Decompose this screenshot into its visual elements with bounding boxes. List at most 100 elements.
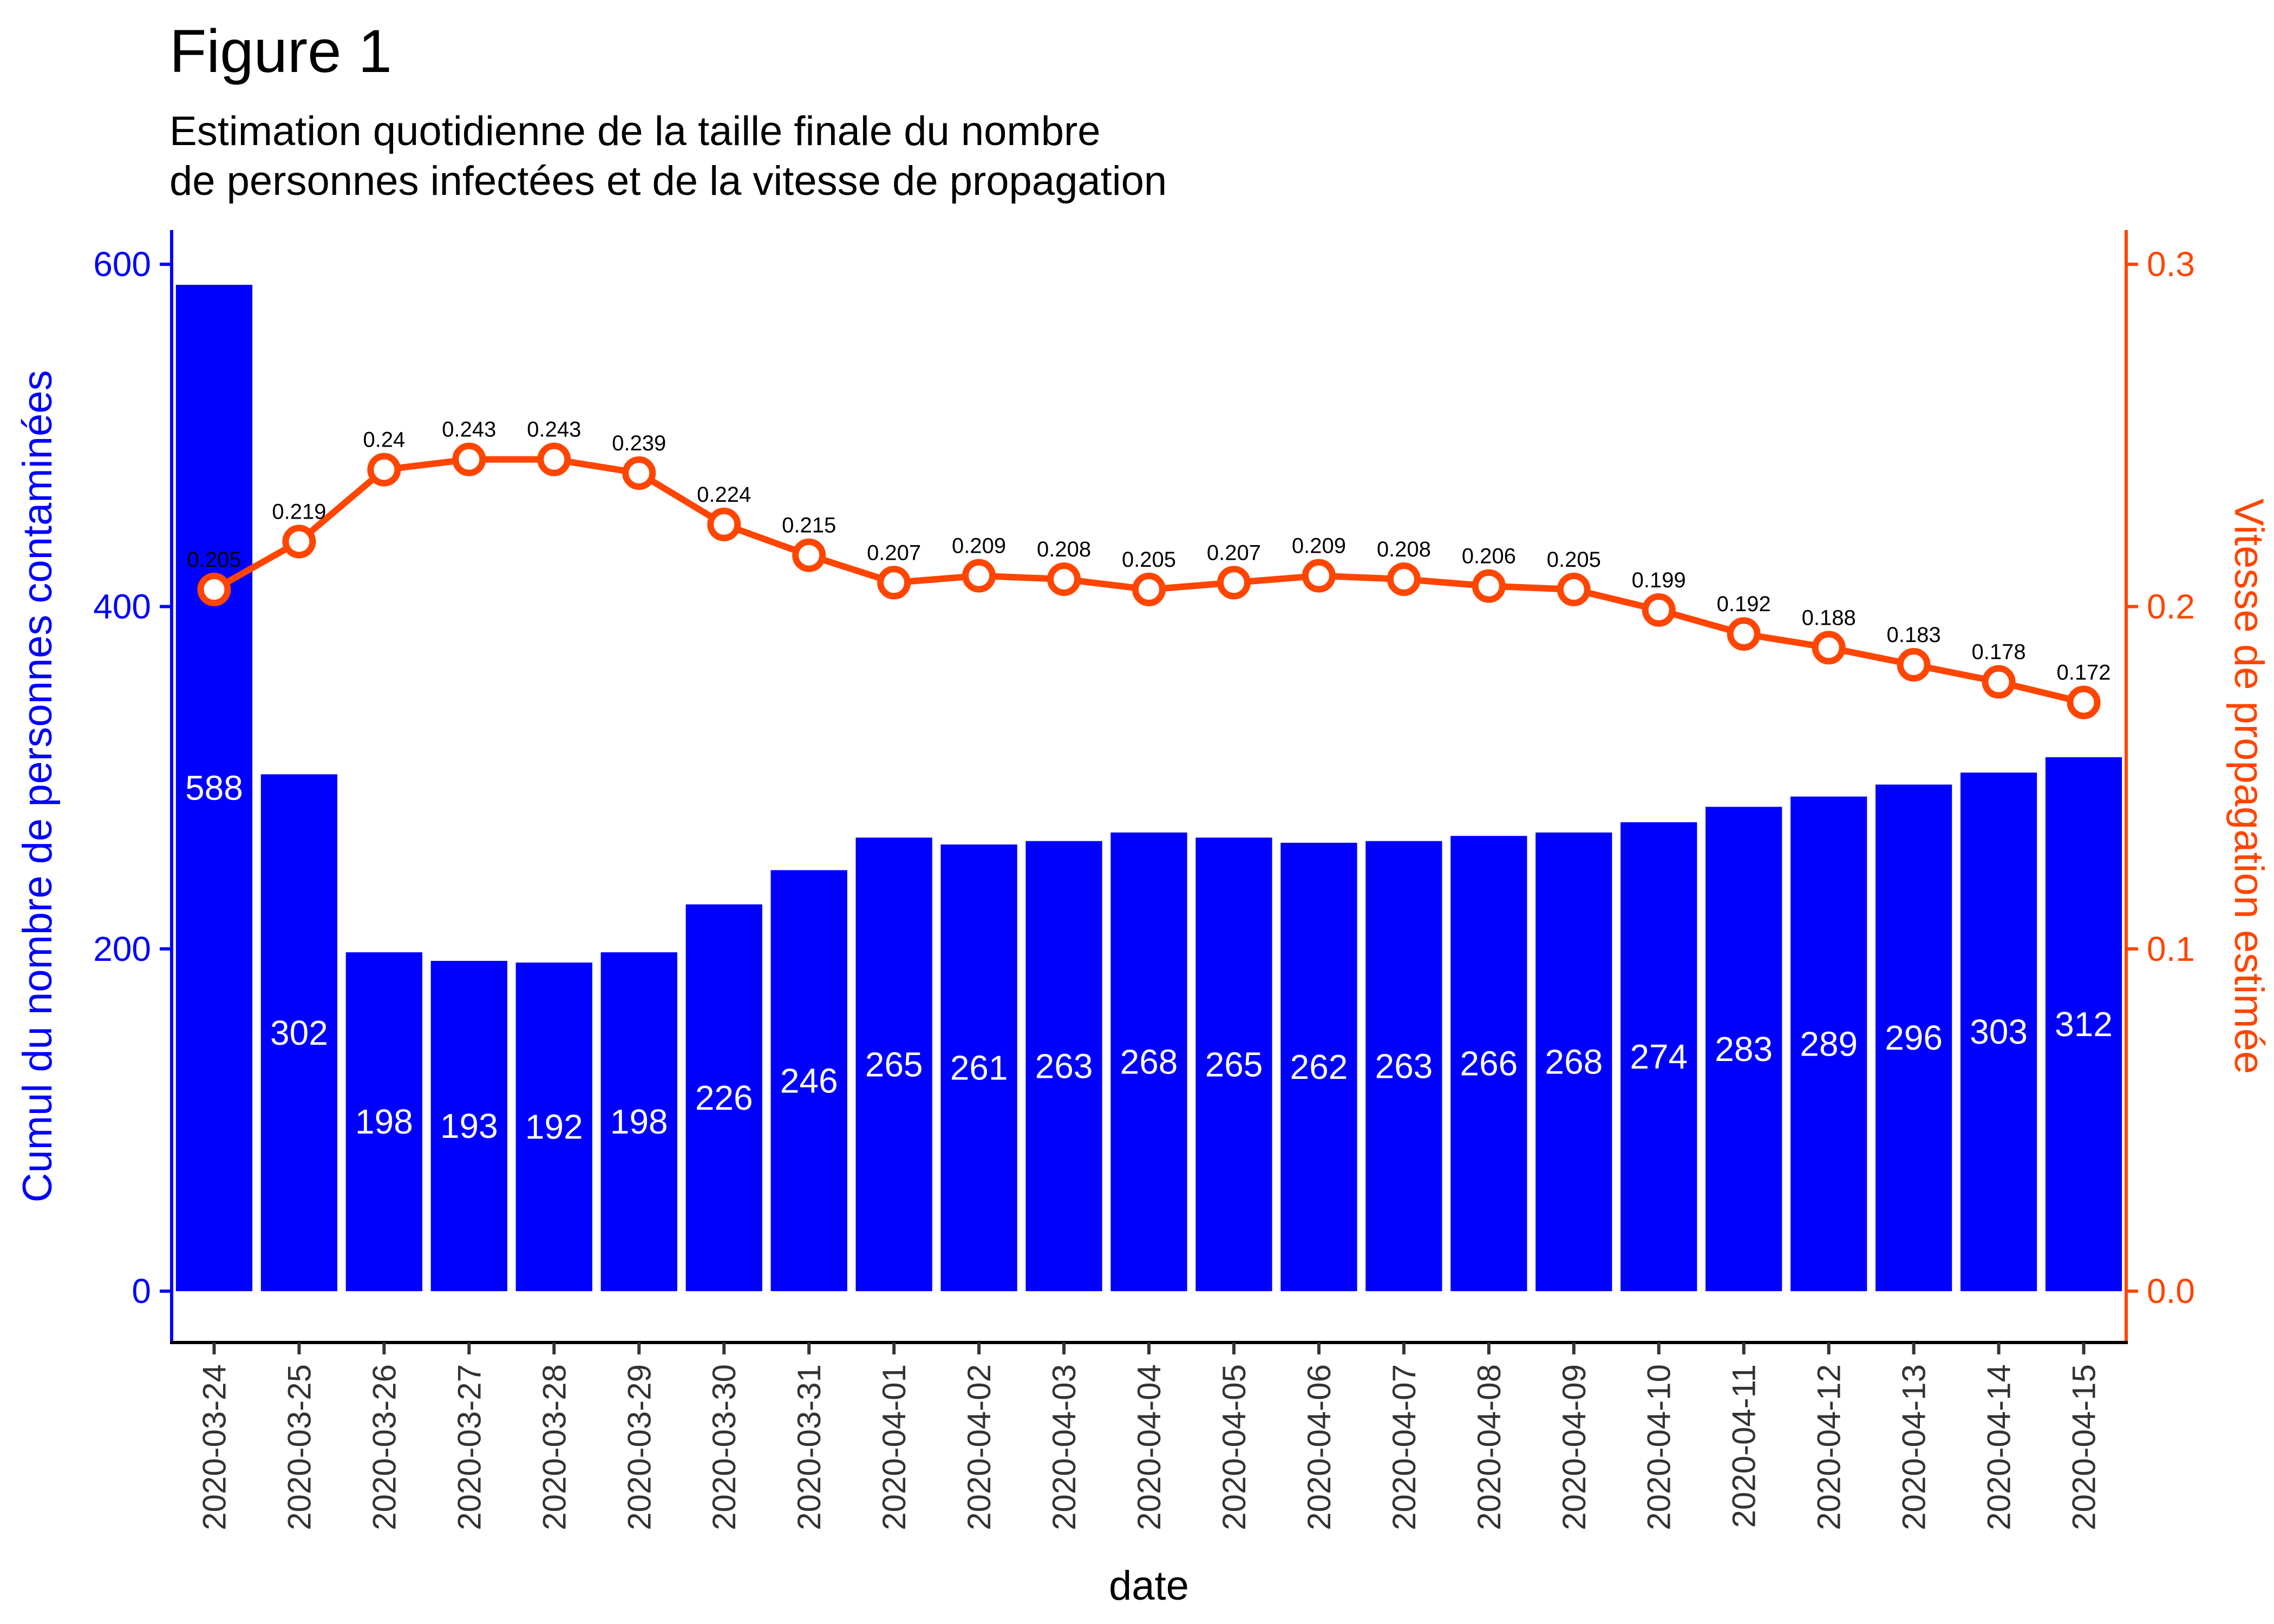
bar bbox=[1706, 807, 1782, 1292]
line-point bbox=[1387, 562, 1421, 596]
point-value-label: 0.205 bbox=[187, 548, 241, 572]
point-value-label: 0.172 bbox=[2056, 661, 2110, 685]
point-value-label: 0.224 bbox=[697, 483, 751, 507]
bar-value-label: 265 bbox=[1205, 1045, 1263, 1084]
point-value-label: 0.205 bbox=[1122, 548, 1176, 572]
bar-value-label: 198 bbox=[355, 1102, 413, 1141]
bar bbox=[940, 844, 1017, 1292]
bar-label-group: 588 302 198 193 192 198 226 246 265 261 263 268 265 2… bbox=[185, 769, 2113, 1147]
bar-value-label: 262 bbox=[1290, 1047, 1348, 1086]
x-tick-label: 2020-03-25 bbox=[281, 1364, 317, 1530]
line-point bbox=[367, 453, 401, 487]
bar-value-label: 193 bbox=[440, 1106, 498, 1145]
x-tick-label: 2020-04-13 bbox=[1896, 1364, 1932, 1530]
point-value-label: 0.239 bbox=[612, 431, 666, 455]
point-value-label: 0.188 bbox=[1802, 606, 1856, 630]
point-label-group: 0.205 0.219 0.24 0.243 0.243 0.239 0.224 0.215 0… bbox=[187, 418, 2110, 685]
point-value-label: 0.243 bbox=[442, 418, 496, 442]
x-tick-label: 2020-03-31 bbox=[791, 1364, 827, 1530]
right-axis-ticks: 0.0 0.1 0.2 0.3 bbox=[2126, 245, 2195, 1311]
point-value-label: 0.178 bbox=[1972, 640, 2026, 664]
x-tick-label: 2020-03-29 bbox=[621, 1364, 657, 1530]
bar-value-label: 263 bbox=[1375, 1046, 1433, 1085]
right-tick-label: 0.2 bbox=[2147, 587, 2195, 626]
point-value-label: 0.199 bbox=[1632, 568, 1686, 592]
x-tick-label: 2020-04-14 bbox=[1981, 1364, 2017, 1530]
bar bbox=[855, 837, 932, 1292]
bar bbox=[1450, 836, 1527, 1292]
bar bbox=[1025, 841, 1102, 1292]
point-value-label: 0.205 bbox=[1547, 548, 1601, 572]
bar-value-label: 268 bbox=[1120, 1043, 1178, 1082]
bar bbox=[430, 960, 507, 1292]
bar-value-label: 289 bbox=[1800, 1024, 1858, 1063]
line-point bbox=[962, 559, 996, 593]
point-value-label: 0.243 bbox=[527, 418, 581, 442]
x-tick-label: 2020-04-11 bbox=[1726, 1364, 1762, 1528]
bar-value-label: 198 bbox=[610, 1102, 668, 1141]
point-value-label: 0.208 bbox=[1377, 538, 1431, 561]
x-tick-label: 2020-03-28 bbox=[536, 1364, 572, 1530]
bar-value-label: 312 bbox=[2055, 1005, 2113, 1044]
line-point bbox=[707, 507, 741, 541]
x-tick-label: 2020-04-10 bbox=[1641, 1364, 1677, 1530]
bar-value-label: 268 bbox=[1545, 1043, 1603, 1082]
line-point bbox=[282, 525, 316, 559]
line-point bbox=[197, 572, 231, 606]
line-point bbox=[452, 442, 486, 476]
bar bbox=[685, 904, 762, 1292]
left-tick-label: 600 bbox=[93, 245, 151, 284]
point-value-label: 0.209 bbox=[1292, 534, 1346, 558]
bar bbox=[1620, 822, 1697, 1292]
bar bbox=[515, 962, 592, 1292]
point-value-label: 0.208 bbox=[1037, 538, 1091, 561]
bar-value-label: 283 bbox=[1715, 1030, 1773, 1069]
x-tick-label: 2020-04-07 bbox=[1386, 1364, 1422, 1530]
bar-value-label: 266 bbox=[1460, 1044, 1518, 1083]
bar-value-label: 261 bbox=[950, 1049, 1008, 1088]
bar-value-label: 296 bbox=[1885, 1018, 1943, 1057]
line-point bbox=[1217, 566, 1251, 600]
left-tick-label: 0 bbox=[132, 1272, 151, 1311]
line-point bbox=[1557, 572, 1591, 606]
left-tick-label: 400 bbox=[93, 587, 151, 626]
x-tick-label: 2020-03-26 bbox=[366, 1364, 402, 1530]
chart-title: Figure 1 bbox=[169, 17, 392, 85]
line-point bbox=[792, 538, 826, 572]
x-tick-label: 2020-04-02 bbox=[961, 1364, 997, 1530]
x-axis-title: date bbox=[1109, 1563, 1189, 1609]
bar bbox=[1535, 832, 1612, 1292]
bar bbox=[1960, 772, 2037, 1292]
x-tick-label: 2020-04-12 bbox=[1811, 1364, 1847, 1530]
x-tick-label: 2020-04-04 bbox=[1131, 1364, 1167, 1530]
right-tick-label: 0.3 bbox=[2147, 245, 2195, 284]
x-tick-label: 2020-04-08 bbox=[1471, 1364, 1507, 1530]
bar-value-label: 303 bbox=[1970, 1012, 2028, 1051]
line-point bbox=[1982, 665, 2016, 699]
bar bbox=[2045, 757, 2122, 1292]
bar-value-label: 192 bbox=[525, 1108, 583, 1147]
bar bbox=[1875, 784, 1952, 1292]
x-tick-label: 2020-03-27 bbox=[451, 1364, 487, 1530]
bar-value-label: 263 bbox=[1035, 1046, 1093, 1085]
bar bbox=[345, 952, 423, 1292]
bar bbox=[1195, 837, 1272, 1292]
line-point bbox=[2067, 685, 2101, 719]
x-tick-label: 2020-03-24 bbox=[196, 1364, 232, 1530]
bar bbox=[770, 870, 847, 1292]
line-point bbox=[537, 442, 571, 476]
bar bbox=[600, 952, 677, 1292]
bar bbox=[1791, 796, 1867, 1292]
x-axis-ticks: 2020-03-24 2020-03-25 2020-03-26 2020-03-27… bbox=[196, 1343, 2102, 1530]
left-axis-ticks: 0 200 400 600 bbox=[93, 245, 172, 1311]
point-value-label: 0.209 bbox=[952, 534, 1006, 558]
x-tick-label: 2020-04-05 bbox=[1216, 1364, 1252, 1530]
x-tick-label: 2020-04-09 bbox=[1556, 1364, 1592, 1530]
x-tick-label: 2020-04-03 bbox=[1046, 1364, 1082, 1530]
line-point bbox=[877, 566, 911, 600]
point-value-label: 0.24 bbox=[363, 428, 405, 452]
line-point bbox=[1132, 572, 1166, 606]
chart-subtitle-line-1: Estimation quotidienne de la taille fina… bbox=[169, 108, 1101, 154]
